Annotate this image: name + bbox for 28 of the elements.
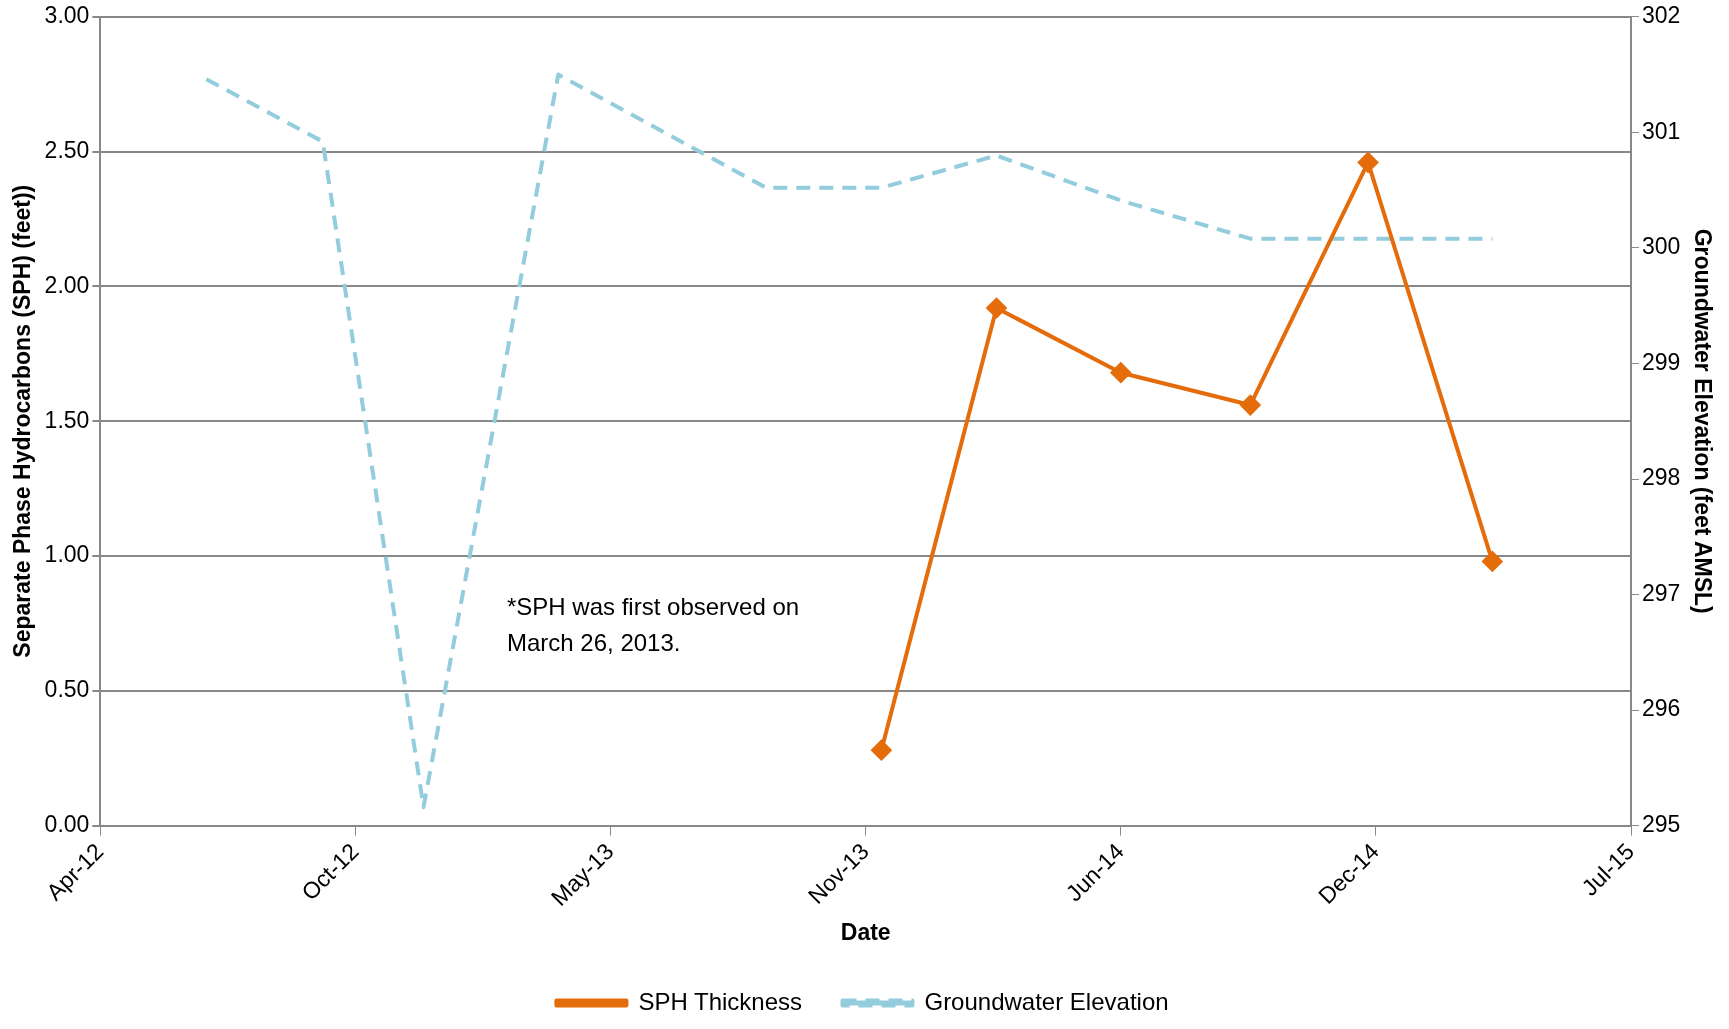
x-axis-title: Date — [840, 918, 891, 945]
y2-tick-label: 301 — [1642, 117, 1681, 144]
point — [1358, 152, 1379, 173]
y-tick-label: 2.00 — [44, 271, 90, 298]
legend-label: Groundwater Elevation — [924, 987, 1169, 1015]
point — [986, 297, 1007, 318]
y-tick-label: 2.50 — [44, 136, 90, 163]
annotation: *SPH was first observed on March 26, 2013. — [507, 592, 800, 656]
y2-tick-label: 297 — [1642, 579, 1681, 606]
y-tick-label: 1.00 — [44, 541, 90, 568]
y2-tick-label: 302 — [1642, 2, 1681, 29]
point — [1482, 551, 1503, 572]
point — [1240, 395, 1261, 416]
y2-tick-label: 295 — [1642, 811, 1681, 837]
y-tick-label: 3.00 — [44, 2, 90, 29]
y2-tick-label: 296 — [1642, 695, 1681, 722]
y-axis-title: Separate Phase Hydrocarbons (SPH) (feet)) — [9, 184, 36, 658]
point — [1110, 362, 1131, 383]
y-tick-label: 1.50 — [44, 406, 90, 433]
point — [871, 740, 892, 761]
y-tick-label: 0.50 — [44, 676, 90, 703]
y2-tick-label: 300 — [1642, 233, 1681, 260]
y2-axis-title: Groundwater Elevation (feet AMSL) — [1689, 228, 1716, 614]
y2-tick-label: 298 — [1642, 464, 1681, 491]
legend-label: SPH Thickness — [638, 987, 803, 1015]
line-series — [204, 72, 1495, 810]
y2-tick-label: 299 — [1642, 348, 1681, 375]
y-tick-label: 0.00 — [44, 811, 90, 837]
